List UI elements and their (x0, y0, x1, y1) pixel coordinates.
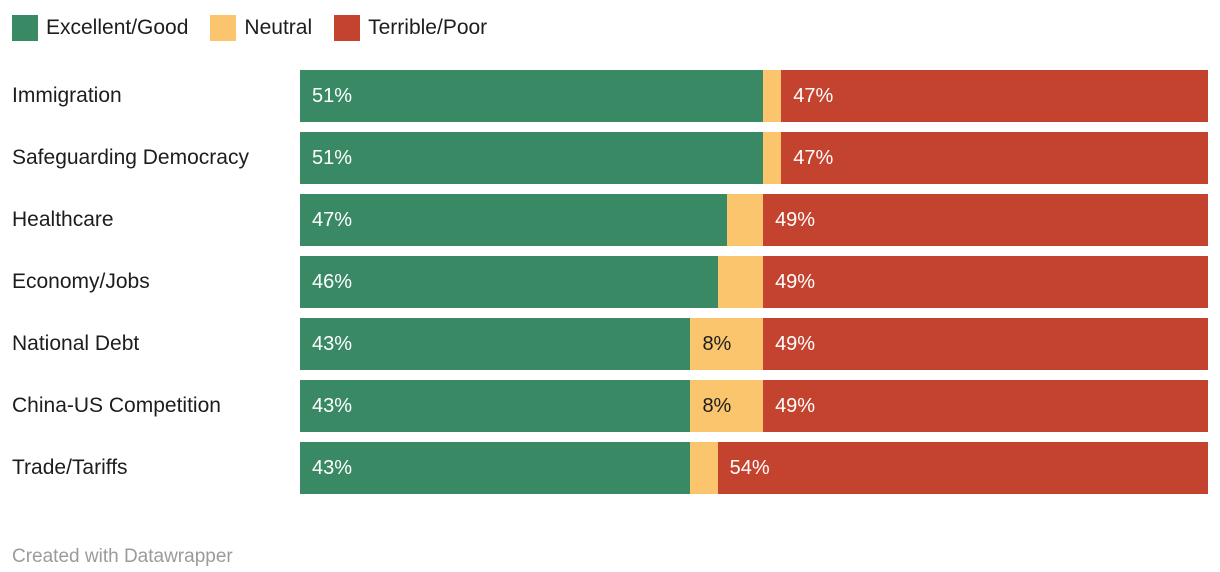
segment-value-label: 8% (702, 333, 732, 355)
category-label: Healthcare (12, 208, 114, 231)
segment-value-label: 49% (775, 395, 816, 417)
segment-value-label: 8% (702, 395, 732, 417)
legend-item: Neutral (210, 14, 312, 42)
bar-row: Immigration 51% 47% (12, 70, 1208, 122)
bar-segment-terrible-poor: 49% (763, 194, 1208, 246)
bar-segment-neutral (763, 70, 782, 122)
bar-row: China-US Competition 43% 8% 49% (12, 380, 1208, 432)
bar-segment-excellent-good: 51% (300, 70, 764, 122)
category-label: China-US Competition (12, 394, 221, 417)
bar-track: 47% 49% (300, 194, 1208, 246)
category-label: Immigration (12, 84, 122, 107)
bar-segment-neutral (690, 442, 718, 494)
bar-segment-neutral: 8% (690, 380, 764, 432)
segment-value-label: 46% (312, 271, 353, 293)
segment-value-label: 54% (729, 457, 770, 479)
segment-value-label: 43% (312, 457, 353, 479)
bar-segment-terrible-poor: 47% (781, 132, 1208, 184)
bar-segment-excellent-good: 47% (300, 194, 727, 246)
bar-segment-excellent-good: 43% (300, 380, 691, 432)
bar-track: 51% 47% (300, 132, 1208, 184)
bar-segment-neutral (763, 132, 782, 184)
legend-item: Terrible/Poor (334, 14, 487, 42)
legend-label: Terrible/Poor (368, 16, 488, 39)
segment-value-label: 43% (312, 395, 353, 417)
legend: Excellent/Good Neutral Terrible/Poor (12, 14, 1208, 42)
bar-row: Healthcare 47% 49% (12, 194, 1208, 246)
segment-value-label: 47% (793, 147, 834, 169)
bar-segment-excellent-good: 43% (300, 318, 691, 370)
segment-value-label: 51% (312, 85, 353, 107)
segment-value-label: 49% (775, 333, 816, 355)
bar-row: Trade/Tariffs 43% 54% (12, 442, 1208, 494)
bar-rows: Immigration 51% 47% Safeguarding Democracy 5… (12, 70, 1208, 494)
category-label: Economy/Jobs (12, 270, 150, 293)
datawrapper-credit-link[interactable]: Created with Datawrapper (12, 546, 233, 567)
bar-segment-terrible-poor: 47% (781, 70, 1208, 122)
bar-segment-terrible-poor: 54% (717, 442, 1208, 494)
segment-value-label: 43% (312, 333, 353, 355)
segment-value-label: 47% (793, 85, 834, 107)
category-label: Trade/Tariffs (12, 456, 128, 479)
bar-row: National Debt 43% 8% 49% (12, 318, 1208, 370)
segment-value-label: 49% (775, 271, 816, 293)
bar-segment-neutral: 8% (690, 318, 764, 370)
legend-label: Excellent/Good (46, 16, 189, 39)
category-label: National Debt (12, 332, 140, 355)
segment-value-label: 51% (312, 147, 353, 169)
bar-segment-excellent-good: 43% (300, 442, 691, 494)
bar-segment-neutral (726, 194, 764, 246)
legend-swatch-icon (334, 15, 361, 41)
bar-track: 43% 8% 49% (300, 318, 1208, 370)
bar-track: 43% 54% (300, 442, 1208, 494)
bar-segment-neutral (717, 256, 764, 308)
segment-value-label: 49% (775, 209, 816, 231)
bar-row: Safeguarding Democracy 51% 47% (12, 132, 1208, 184)
bar-track: 46% 49% (300, 256, 1208, 308)
bar-segment-terrible-poor: 49% (763, 256, 1208, 308)
segment-value-label: 47% (312, 209, 353, 231)
legend-swatch-icon (210, 15, 237, 41)
bar-track: 51% 47% (300, 70, 1208, 122)
legend-item: Excellent/Good (12, 14, 188, 42)
bar-segment-terrible-poor: 49% (763, 318, 1208, 370)
legend-swatch-icon (12, 15, 38, 41)
bar-segment-excellent-good: 46% (300, 256, 718, 308)
bar-segment-excellent-good: 51% (300, 132, 764, 184)
bar-segment-terrible-poor: 49% (763, 380, 1208, 432)
category-label: Safeguarding Democracy (12, 146, 249, 169)
legend-label: Neutral (244, 16, 313, 39)
bar-row: Economy/Jobs 46% 49% (12, 256, 1208, 308)
bar-track: 43% 8% 49% (300, 380, 1208, 432)
